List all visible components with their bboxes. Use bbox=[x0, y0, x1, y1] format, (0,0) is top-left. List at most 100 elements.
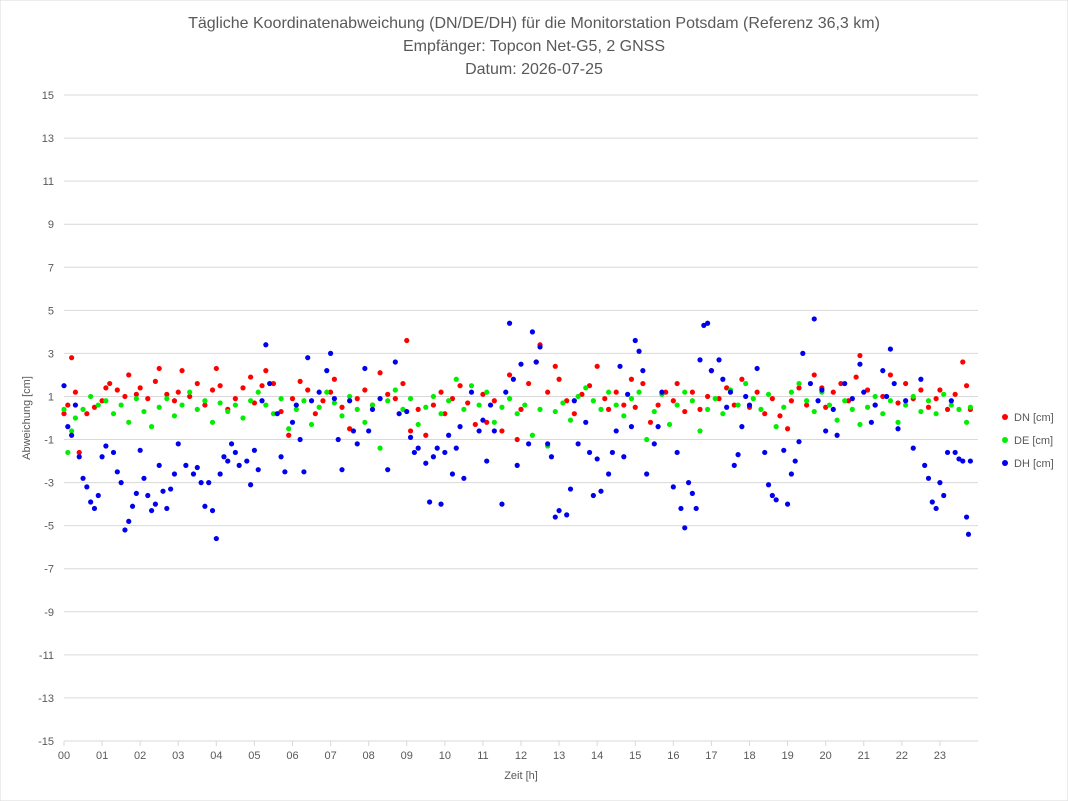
data-point-dn bbox=[655, 402, 661, 408]
y-tick-label: 5 bbox=[48, 305, 54, 317]
data-point-dh bbox=[449, 471, 456, 477]
data-point-dn bbox=[213, 365, 219, 372]
data-point-de bbox=[248, 398, 254, 404]
data-point-dh bbox=[194, 464, 200, 471]
data-point-dh bbox=[133, 490, 139, 496]
data-point-dh bbox=[461, 475, 467, 481]
data-point-dh bbox=[110, 449, 117, 456]
data-point-dh bbox=[248, 482, 254, 488]
data-point-dn bbox=[72, 389, 79, 395]
data-point-de bbox=[301, 398, 307, 404]
y-tick-label: -9 bbox=[44, 607, 54, 619]
data-point-dn bbox=[137, 385, 143, 391]
data-point-de bbox=[796, 380, 802, 387]
data-point-dh bbox=[503, 389, 509, 395]
data-point-dh bbox=[190, 471, 197, 477]
x-tick-label: 11 bbox=[477, 750, 488, 762]
data-point-de bbox=[407, 396, 414, 402]
data-point-dh bbox=[944, 449, 951, 456]
data-point-dn bbox=[887, 372, 894, 378]
data-point-dn bbox=[621, 402, 627, 408]
data-point-dh bbox=[617, 363, 623, 369]
data-point-dn bbox=[804, 402, 810, 408]
data-point-dh bbox=[122, 527, 128, 533]
data-point-de bbox=[369, 402, 376, 408]
data-point-dh bbox=[746, 402, 753, 408]
data-point-de bbox=[644, 436, 650, 443]
data-point-dh bbox=[564, 512, 570, 518]
data-point-dh bbox=[301, 469, 307, 475]
x-tick-label: 04 bbox=[210, 750, 222, 762]
data-point-dh bbox=[625, 391, 631, 397]
data-point-dn bbox=[209, 387, 216, 393]
data-point-dn bbox=[347, 426, 353, 432]
data-point-dh bbox=[251, 447, 258, 453]
data-point-dh bbox=[583, 419, 589, 425]
data-point-dn bbox=[628, 376, 635, 382]
data-point-dn bbox=[830, 389, 836, 395]
data-point-dn bbox=[952, 391, 958, 397]
data-point-dh bbox=[884, 393, 890, 400]
data-point-dh bbox=[575, 441, 581, 447]
data-point-dh bbox=[514, 462, 520, 468]
data-point-dh bbox=[84, 484, 90, 490]
data-point-dh bbox=[724, 404, 730, 410]
data-point-de bbox=[453, 376, 459, 382]
data-point-de bbox=[674, 402, 680, 408]
data-point-dn bbox=[423, 432, 429, 438]
data-point-dh bbox=[415, 445, 421, 451]
data-point-dn bbox=[65, 402, 71, 408]
data-point-de bbox=[209, 419, 216, 425]
data-point-de bbox=[849, 406, 855, 412]
data-point-dh bbox=[792, 458, 798, 464]
data-point-dn bbox=[784, 426, 791, 432]
data-point-dn bbox=[716, 396, 722, 402]
data-point-de bbox=[682, 389, 688, 395]
data-point-dh bbox=[476, 428, 482, 434]
data-point-de bbox=[377, 445, 383, 451]
data-point-dn bbox=[697, 406, 703, 412]
x-tick-label: 18 bbox=[743, 750, 755, 762]
data-point-dh bbox=[61, 383, 67, 389]
data-point-dn bbox=[880, 393, 886, 400]
data-point-dh bbox=[339, 467, 345, 473]
data-point-dh bbox=[682, 525, 688, 531]
data-point-de bbox=[324, 389, 330, 395]
data-point-de bbox=[263, 402, 269, 408]
data-point-dh bbox=[228, 441, 235, 447]
data-point-dh bbox=[910, 445, 916, 451]
x-axis-ticks: 00 01 02 03 04 05 06 07 08 09 10 11 12 13 14 15 16 17 18 19… bbox=[58, 740, 978, 762]
data-point-dn bbox=[339, 404, 345, 410]
data-point-dh bbox=[659, 389, 665, 395]
data-point-dh bbox=[99, 454, 105, 460]
data-point-dh bbox=[141, 475, 147, 481]
data-point-de bbox=[697, 428, 703, 434]
data-point-de bbox=[171, 413, 178, 419]
data-point-dh bbox=[221, 454, 227, 460]
data-point-de bbox=[232, 402, 238, 408]
data-point-dh bbox=[335, 436, 341, 443]
data-point-dn bbox=[327, 389, 334, 395]
legend-marker bbox=[1002, 460, 1008, 466]
data-point-de bbox=[522, 402, 528, 408]
data-point-dn bbox=[647, 419, 654, 425]
data-point-dn bbox=[312, 411, 318, 417]
data-point-dn bbox=[99, 398, 105, 404]
data-point-dn bbox=[895, 400, 901, 406]
data-point-de bbox=[811, 408, 817, 415]
data-point-dn bbox=[811, 372, 817, 378]
data-point-de bbox=[613, 402, 619, 408]
data-point-dh bbox=[103, 443, 109, 449]
data-point-dn bbox=[937, 387, 943, 393]
data-point-dh bbox=[952, 449, 958, 456]
data-point-dn bbox=[175, 389, 181, 395]
data-point-dn bbox=[484, 419, 490, 425]
data-point-dh bbox=[708, 368, 715, 374]
data-point-dh bbox=[198, 480, 204, 486]
y-tick-label: 3 bbox=[48, 348, 54, 360]
x-tick-label: 10 bbox=[439, 750, 451, 762]
data-point-dh bbox=[849, 396, 855, 402]
data-point-dh bbox=[293, 402, 299, 408]
data-point-dn bbox=[754, 389, 760, 395]
